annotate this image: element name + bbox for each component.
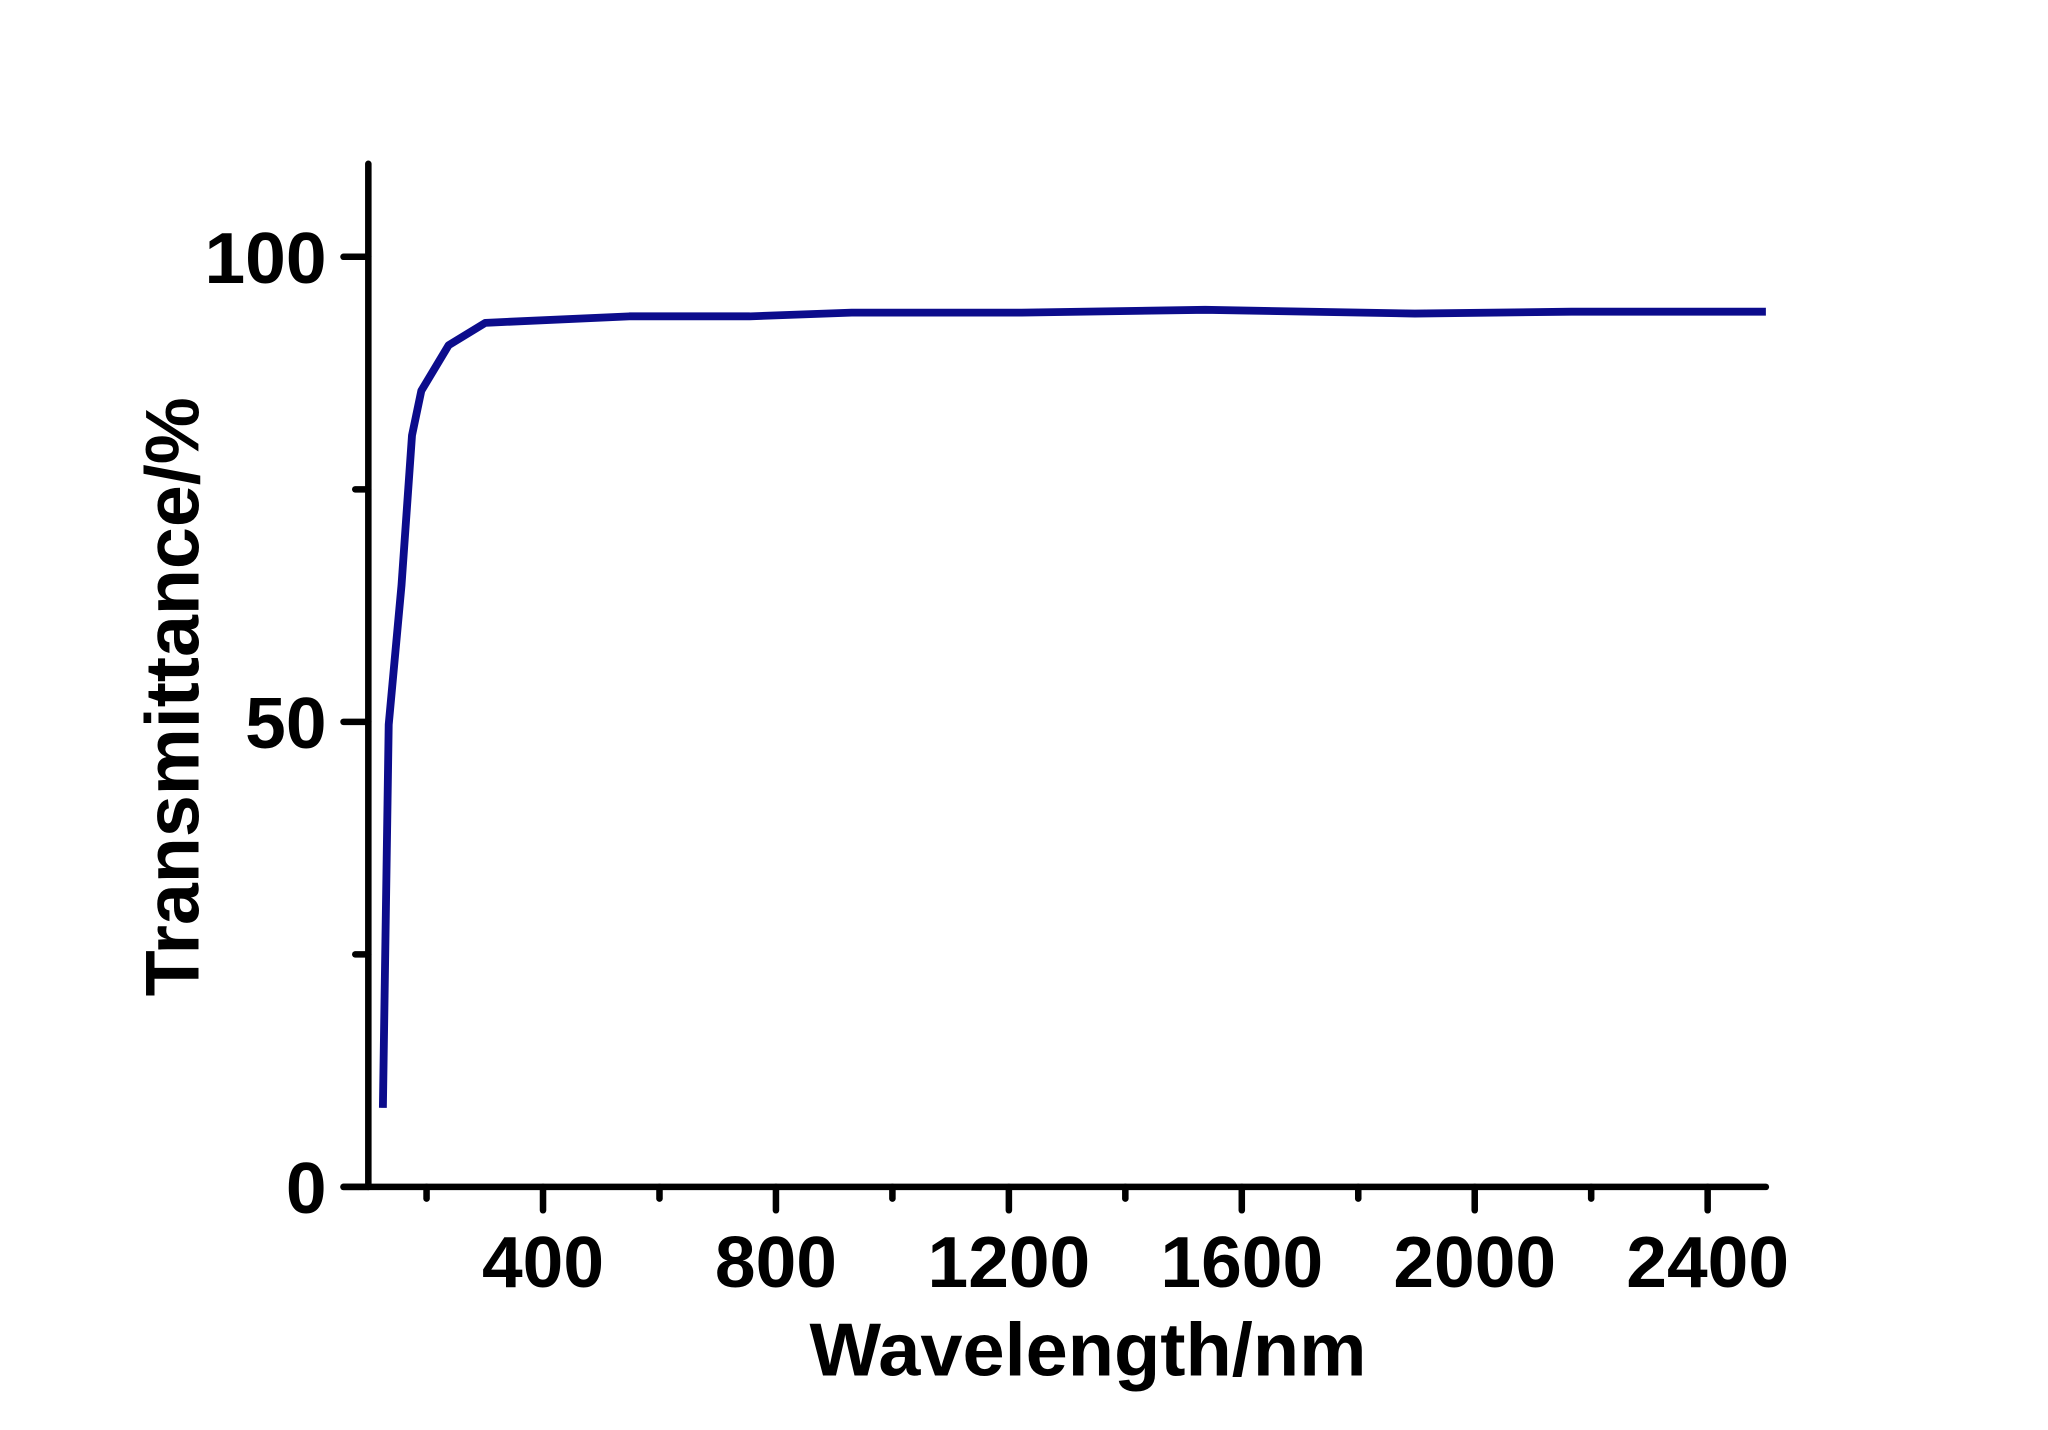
x-axis-title: Wavelength/nm: [810, 1309, 1367, 1393]
x-tick-label: 2400: [1626, 1222, 1789, 1303]
x-tick-label: 400: [482, 1222, 604, 1303]
y-tick-label: 50: [245, 683, 326, 764]
y-axis-title: Transmittance/%: [131, 397, 215, 996]
x-tick-label: 1200: [928, 1222, 1091, 1303]
y-tick-label: 100: [204, 218, 326, 299]
x-tick-label: 2000: [1393, 1222, 1556, 1303]
data-line: [378, 305, 1766, 1108]
y-tick-label: 0: [286, 1148, 327, 1229]
x-tick-label: 800: [715, 1222, 837, 1303]
x-tick-label: 1600: [1160, 1222, 1323, 1303]
